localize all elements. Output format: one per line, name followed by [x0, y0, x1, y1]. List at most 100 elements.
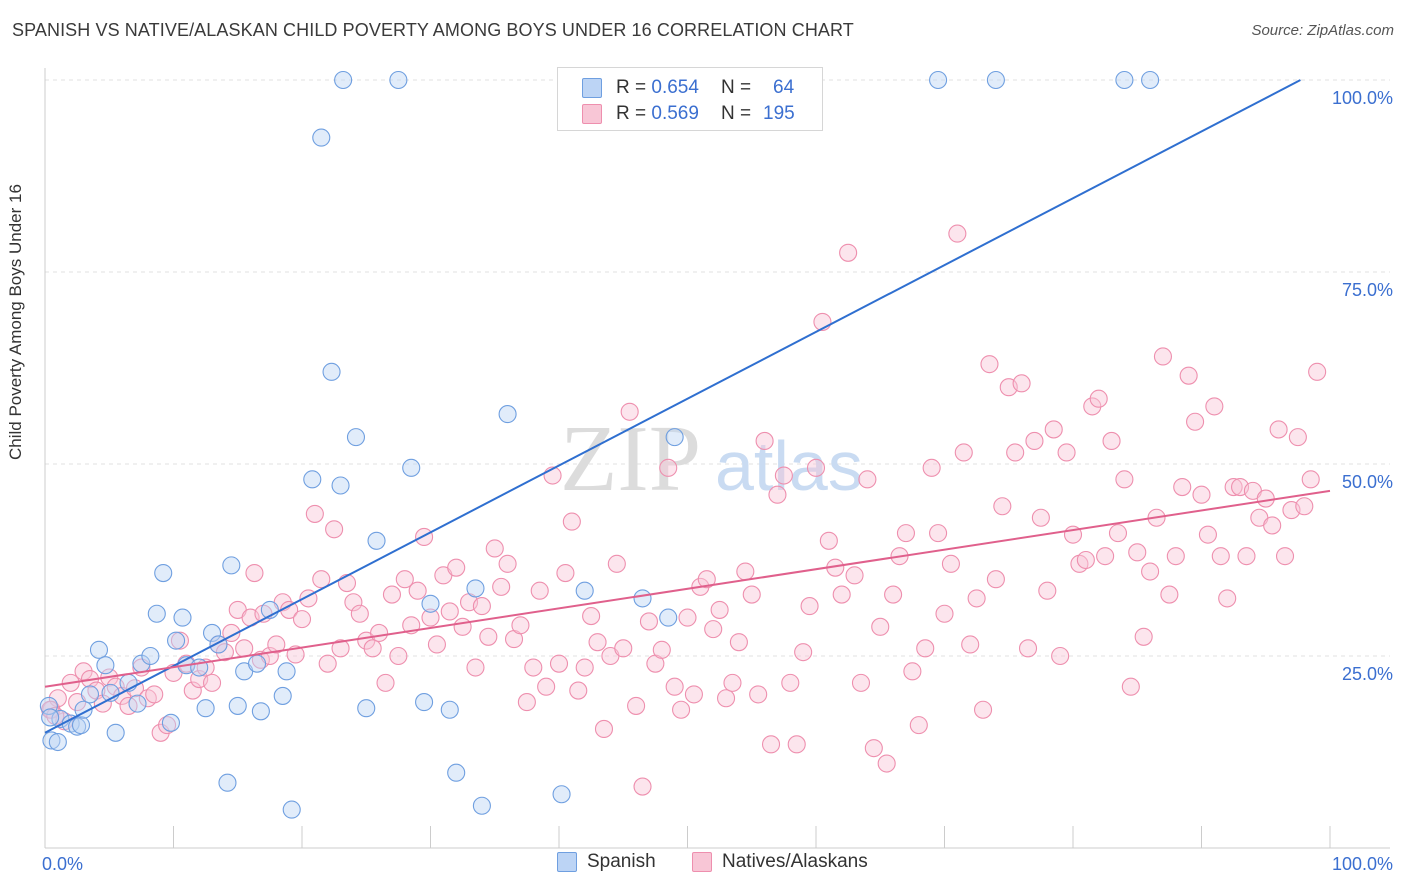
natives-point: [562, 512, 581, 531]
natives-point: [1038, 581, 1057, 600]
natives-point: [659, 458, 678, 477]
y-tick-label: 25.0%: [1342, 664, 1393, 684]
natives-point: [973, 700, 993, 719]
natives-point: [716, 689, 736, 708]
natives-point: [768, 485, 787, 504]
spanish-point: [222, 556, 241, 575]
natives-point: [389, 646, 408, 666]
natives-point: [652, 640, 671, 659]
spanish-point: [303, 470, 322, 489]
natives-point: [639, 612, 659, 631]
natives-point: [819, 531, 838, 550]
spanish-point: [196, 699, 215, 718]
natives-point: [1012, 374, 1031, 393]
axes: [44, 68, 1390, 849]
n-label: N =: [720, 77, 752, 98]
natives-point: [492, 577, 511, 596]
r-value: 0.569: [651, 103, 699, 124]
spanish-point: [251, 702, 270, 721]
natives-swatch: [582, 104, 602, 124]
natives-point: [382, 585, 402, 604]
natives-point: [1288, 428, 1307, 447]
natives-point: [1301, 470, 1320, 489]
spanish-point: [141, 646, 160, 666]
spanish-point: [89, 640, 109, 659]
series-spanish: [39, 70, 1160, 819]
natives-point: [993, 497, 1012, 516]
correlation-legend: R = 0.654 N = 64 R = 0.569 N = 195: [557, 67, 823, 131]
natives-point: [170, 631, 189, 650]
natives-point: [729, 633, 748, 652]
natives-point: [633, 777, 652, 796]
spanish-point: [331, 476, 350, 495]
natives-point: [723, 673, 742, 692]
natives-point: [1211, 547, 1230, 566]
natives-point: [832, 585, 851, 604]
watermark-atlas: atlas: [715, 427, 863, 505]
natives-point: [215, 643, 234, 662]
r-label: R =: [616, 103, 647, 124]
natives-point: [594, 719, 614, 739]
natives-point: [569, 681, 588, 700]
natives-point: [556, 564, 575, 583]
spanish-point: [218, 773, 237, 792]
natives-point: [235, 639, 254, 658]
natives-point: [794, 643, 813, 662]
n-value: 195: [763, 103, 795, 124]
natives-point: [1134, 627, 1153, 646]
y-tick-label: 75.0%: [1342, 280, 1393, 300]
x-tick-label: 100.0%: [1332, 854, 1393, 874]
natives-point: [665, 677, 684, 696]
natives-point: [1160, 585, 1179, 604]
natives-point: [781, 673, 800, 692]
natives-point: [922, 458, 941, 477]
natives-point: [980, 355, 999, 374]
watermark-zip: ZIP: [560, 407, 701, 511]
natives-point: [909, 716, 928, 735]
spanish-point: [39, 696, 58, 715]
natives-point: [1031, 508, 1050, 527]
spanish-point: [80, 685, 100, 704]
spanish-point: [659, 608, 678, 627]
natives-point: [954, 443, 973, 462]
natives-point: [627, 696, 646, 715]
natives-point: [1218, 589, 1237, 608]
spanish-point: [986, 70, 1005, 90]
natives-point: [1025, 431, 1044, 451]
natives-point: [903, 662, 922, 681]
natives-point: [1006, 443, 1025, 462]
n-label: N =: [720, 103, 752, 124]
natives-point: [1186, 412, 1205, 431]
natives-point: [704, 620, 723, 639]
natives-point: [498, 554, 517, 573]
natives-point: [517, 693, 536, 712]
natives-point: [530, 581, 549, 600]
source-label: Source: ZipAtlas.com: [1251, 22, 1394, 39]
spanish-point: [48, 732, 67, 752]
legend-label: Spanish: [587, 851, 656, 872]
spanish-point: [167, 631, 186, 650]
legend-item-natives[interactable]: Natives/Alaskans: [692, 851, 868, 873]
natives-point: [1256, 489, 1275, 508]
natives-point: [800, 597, 819, 616]
spanish-point: [415, 693, 434, 712]
natives-point: [1102, 431, 1121, 451]
n-value: 64: [773, 77, 795, 98]
natives-point: [1115, 470, 1134, 489]
natives-point: [1141, 562, 1160, 581]
natives-point: [672, 700, 691, 719]
natives-point: [742, 585, 761, 604]
natives-point: [1044, 420, 1063, 439]
spanish-point: [322, 362, 341, 381]
natives-point: [1166, 547, 1185, 566]
legend-item-spanish[interactable]: Spanish: [557, 851, 656, 873]
spanish-point: [41, 708, 60, 727]
natives-point: [871, 617, 890, 636]
y-axis-label: Child Poverty Among Boys Under 16: [6, 184, 25, 460]
natives-point: [710, 600, 729, 619]
natives-point: [736, 562, 755, 581]
natives-point: [1096, 547, 1115, 566]
natives-point: [145, 685, 164, 704]
legend-label: Natives/Alaskans: [722, 851, 868, 872]
natives-point: [845, 566, 864, 585]
